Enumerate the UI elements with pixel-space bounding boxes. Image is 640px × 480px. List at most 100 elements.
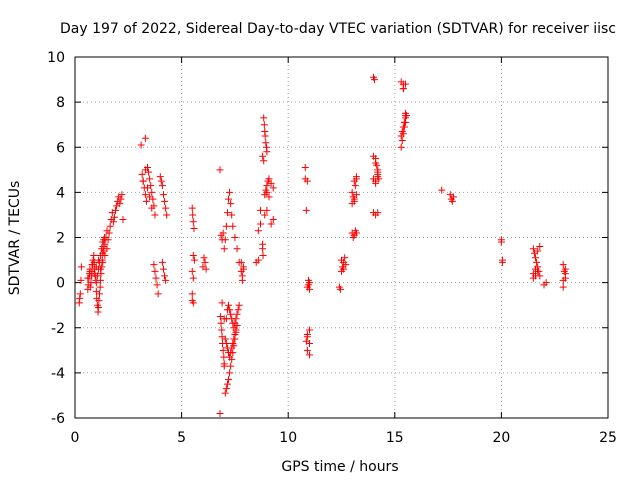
- data-point-marker: [219, 229, 227, 237]
- data-point-marker: [369, 152, 377, 160]
- x-tick-label: 5: [177, 430, 186, 446]
- y-tick-label: -6: [51, 411, 65, 427]
- data-point-marker: [105, 229, 113, 237]
- data-point-marker: [151, 211, 159, 219]
- data-point-marker: [352, 191, 360, 199]
- data-point-marker: [189, 218, 197, 226]
- data-point-marker: [190, 256, 198, 264]
- data-point-marker: [96, 283, 104, 291]
- data-point-marker: [148, 204, 156, 212]
- data-point-marker: [532, 272, 540, 280]
- data-point-marker: [254, 227, 262, 235]
- data-point-marker: [159, 265, 167, 273]
- data-point-marker: [152, 274, 160, 282]
- data-point-marker: [374, 209, 382, 217]
- data-point-marker: [227, 200, 235, 208]
- data-point-marker: [267, 179, 275, 187]
- data-point-marker: [302, 206, 310, 214]
- data-point-marker: [101, 240, 109, 248]
- data-point-marker: [138, 170, 146, 178]
- data-point-marker: [262, 139, 270, 147]
- data-point-marker: [116, 200, 124, 208]
- y-tick-label: 10: [47, 50, 65, 66]
- data-point-marker: [228, 211, 236, 219]
- data-point-marker: [263, 188, 271, 196]
- data-point-marker: [306, 285, 314, 293]
- data-point-marker: [227, 349, 235, 357]
- data-point-marker: [303, 346, 311, 354]
- data-point-marker: [233, 310, 241, 318]
- x-tick-label: 10: [279, 430, 297, 446]
- data-point-marker: [559, 283, 567, 291]
- data-point-marker: [158, 258, 166, 266]
- data-point-marker: [237, 258, 245, 266]
- data-point-marker: [216, 409, 224, 417]
- data-point-marker: [230, 335, 238, 343]
- data-point-marker: [110, 213, 118, 221]
- data-point-marker: [263, 182, 271, 190]
- data-point-marker: [219, 346, 227, 354]
- y-axis-label: SDTVAR / TECUs: [7, 181, 23, 296]
- data-point-marker: [263, 148, 271, 156]
- data-points: [75, 73, 569, 417]
- data-point-marker: [263, 206, 271, 214]
- data-point-marker: [399, 85, 407, 93]
- data-point-marker: [220, 360, 228, 368]
- data-point-marker: [188, 267, 196, 275]
- data-point-marker: [118, 191, 126, 199]
- data-point-marker: [97, 252, 105, 260]
- data-point-marker: [88, 261, 96, 269]
- data-point-marker: [351, 182, 359, 190]
- data-point-marker: [238, 272, 246, 280]
- data-point-marker: [226, 188, 234, 196]
- data-point-marker: [230, 324, 238, 332]
- data-point-marker: [542, 279, 550, 287]
- data-point-marker: [228, 344, 236, 352]
- data-point-marker: [221, 335, 229, 343]
- data-point-marker: [559, 276, 567, 284]
- data-point-marker: [189, 252, 197, 260]
- data-point-marker: [162, 276, 170, 284]
- data-point-marker: [269, 184, 277, 192]
- y-tick-label: -2: [51, 321, 65, 337]
- data-point-marker: [94, 303, 102, 311]
- data-point-marker: [340, 265, 348, 273]
- data-point-marker: [233, 245, 241, 253]
- x-tick-label: 20: [492, 430, 510, 446]
- data-point-marker: [222, 340, 230, 348]
- data-point-marker: [143, 184, 151, 192]
- data-point-marker: [189, 211, 197, 219]
- data-point-marker: [146, 193, 154, 201]
- data-point-marker: [154, 290, 162, 298]
- data-point-marker: [159, 191, 167, 199]
- data-point-marker: [265, 175, 273, 183]
- data-point-marker: [223, 209, 231, 217]
- data-point-marker: [141, 191, 149, 199]
- data-point-marker: [97, 276, 105, 284]
- data-point-marker: [156, 173, 164, 181]
- data-point-marker: [202, 265, 210, 273]
- data-point-marker: [141, 166, 149, 174]
- data-point-marker: [256, 206, 264, 214]
- data-point-marker: [239, 265, 247, 273]
- data-point-marker: [100, 247, 108, 255]
- data-point-marker: [352, 229, 360, 237]
- data-point-marker: [84, 274, 92, 282]
- data-point-marker: [96, 290, 104, 298]
- data-point-marker: [227, 362, 235, 370]
- data-point-marker: [352, 173, 360, 181]
- data-point-marker: [104, 236, 112, 244]
- data-point-marker: [77, 263, 85, 271]
- y-tick-label: 6: [56, 140, 65, 156]
- data-point-marker: [259, 252, 267, 260]
- data-point-marker: [157, 177, 165, 185]
- axis-ticks: 0 5 10 15 20 25 -6 -4 -2 0 2 4 6 8 10: [47, 50, 617, 446]
- data-point-marker: [397, 143, 405, 151]
- data-point-marker: [216, 312, 224, 320]
- data-point-marker: [226, 306, 234, 314]
- x-axis-label: GPS time / hours: [281, 459, 398, 475]
- data-point-marker: [265, 193, 273, 201]
- data-point-marker: [260, 121, 268, 129]
- data-point-marker: [348, 200, 356, 208]
- data-point-marker: [267, 220, 275, 228]
